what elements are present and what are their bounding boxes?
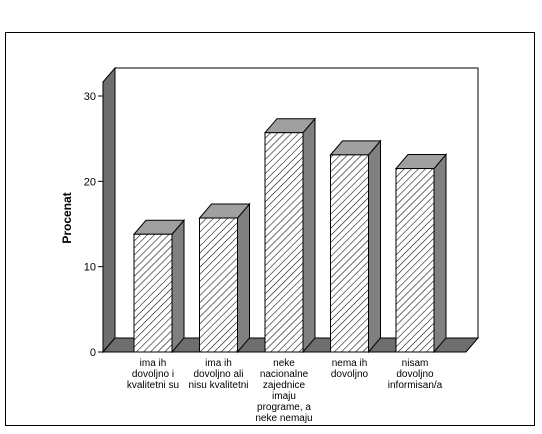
bar	[132, 218, 186, 354]
bar	[263, 117, 317, 354]
bar-side	[171, 218, 185, 354]
y-axis: 0 10 20 30	[84, 91, 104, 359]
bar-side	[302, 117, 316, 354]
y-axis-title: Procenat	[60, 192, 74, 243]
x-tick-label: nisam dovoljno informisan/a	[388, 358, 443, 391]
left-wall	[102, 66, 116, 354]
y-tick-label: 0	[90, 347, 96, 359]
y-tick-label: 30	[84, 91, 96, 103]
bar-side	[433, 153, 447, 354]
x-tick-label: ima ih dovoljno i kvalitetni su	[127, 358, 179, 391]
bar	[394, 153, 448, 354]
x-tick-label: ima ih dovoljno ali nisu kvalitetni	[188, 358, 248, 391]
bar	[198, 202, 251, 354]
bar-side	[368, 139, 381, 354]
x-tick-label: nema ih dovoljno	[331, 358, 369, 380]
y-tick-label: 10	[84, 262, 96, 274]
bar-face	[199, 217, 238, 353]
bars-group	[132, 117, 448, 354]
x-axis-labels: ima ih dovoljno i kvalitetni su ima ih dovol…	[127, 358, 443, 424]
bar-face	[133, 233, 173, 353]
bar-side	[237, 202, 250, 354]
bar-face	[395, 168, 435, 353]
y-tick-label: 20	[84, 176, 96, 188]
bar	[329, 139, 382, 354]
bar-face	[330, 154, 369, 353]
bar-face	[264, 132, 304, 353]
